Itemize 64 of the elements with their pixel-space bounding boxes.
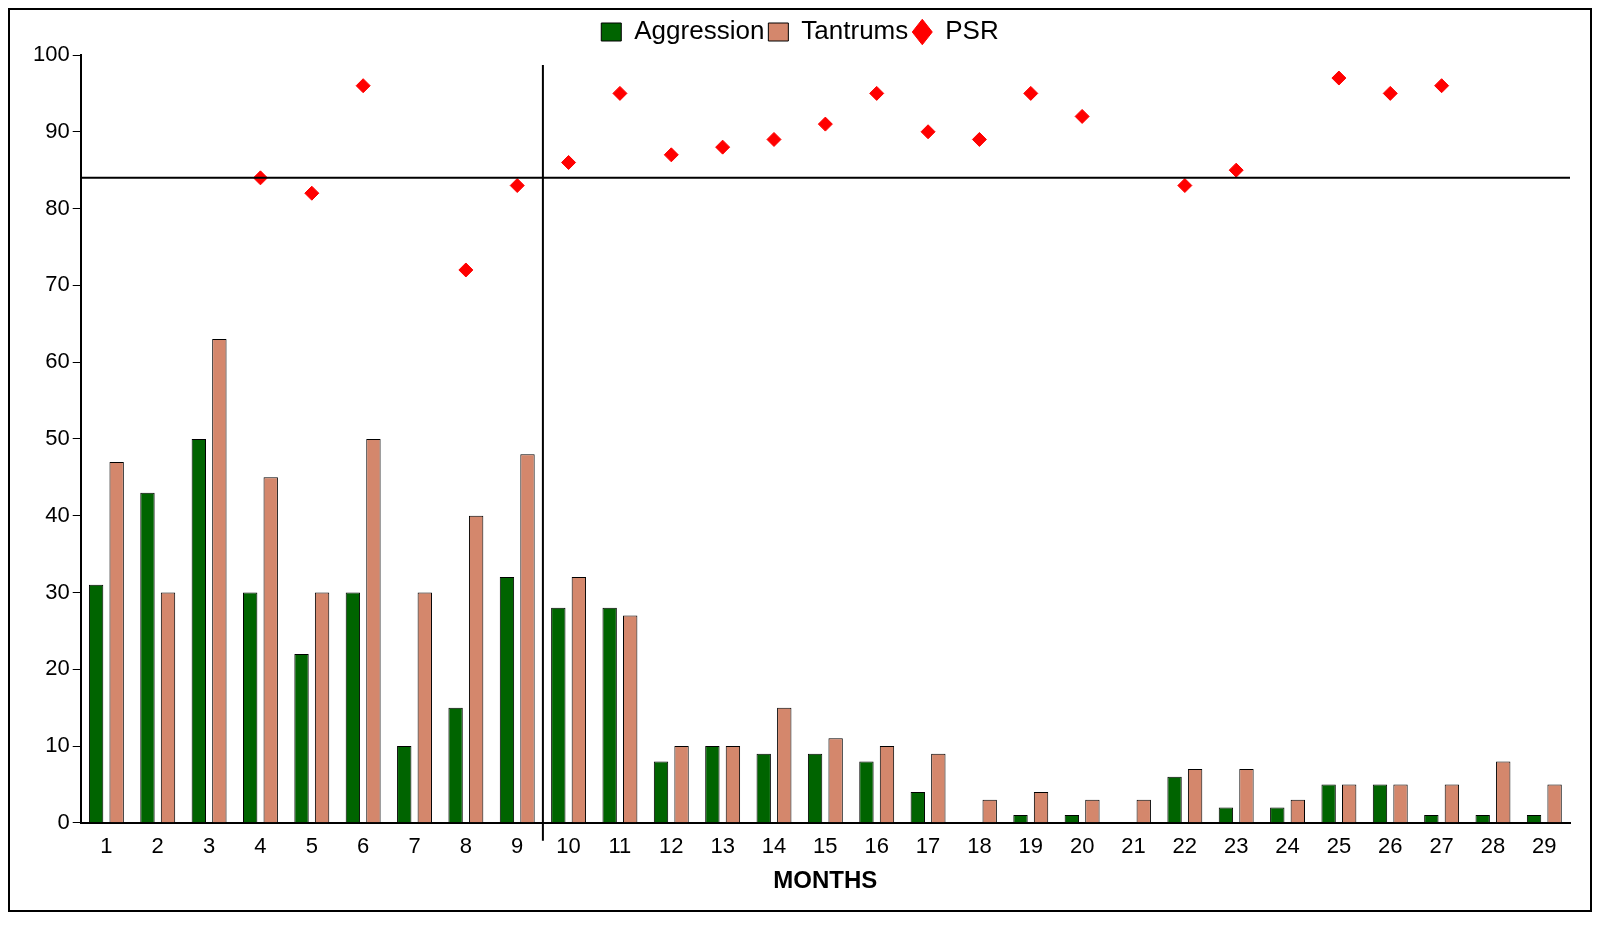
- x-tick-label: 23: [1223, 833, 1249, 859]
- y-tick-label: 50: [45, 424, 70, 450]
- point: [869, 85, 885, 101]
- point: [1382, 85, 1398, 101]
- x-tick-label: 18: [967, 833, 992, 859]
- point: [1074, 108, 1090, 124]
- x-tick-label: 17: [915, 833, 941, 859]
- y-tick-label: 20: [45, 655, 70, 681]
- y-tick-label: 40: [45, 501, 70, 527]
- x-tick-label: 21: [1121, 833, 1146, 859]
- x-tick-label: 2: [151, 833, 164, 859]
- x-tick-label: 12: [659, 833, 684, 859]
- point: [1023, 85, 1039, 101]
- point: [766, 131, 782, 147]
- legend-label: PSR: [945, 15, 999, 46]
- x-tick-label: 19: [1018, 833, 1044, 859]
- x-tick-label: 29: [1532, 833, 1557, 859]
- x-tick-label: 5: [305, 833, 318, 859]
- x-tick-label: 15: [813, 833, 838, 859]
- y-tick-label: 70: [45, 271, 70, 297]
- x-tick-label: 24: [1275, 833, 1300, 859]
- x-tick-label: 11: [608, 833, 632, 859]
- y-tick-label: 60: [45, 348, 70, 374]
- point: [304, 185, 320, 201]
- legend-label: Tantrums: [801, 15, 909, 46]
- point: [612, 85, 628, 101]
- y-tick-label: 80: [45, 194, 70, 220]
- y-tick-label: 0: [57, 808, 70, 834]
- point: [561, 154, 577, 170]
- x-tick-label: 6: [357, 833, 370, 859]
- point: [458, 262, 474, 278]
- legend-label: Aggression: [634, 15, 765, 46]
- x-tick-label: 20: [1069, 833, 1095, 859]
- x-tick-label: 26: [1378, 833, 1403, 859]
- x-tick-label: 13: [710, 833, 735, 859]
- x-tick-label: 9: [511, 833, 524, 859]
- x-tick-label: 7: [408, 833, 421, 859]
- x-axis-title: MONTHS: [773, 866, 878, 894]
- point: [1331, 70, 1347, 86]
- point: [509, 178, 525, 194]
- point: [715, 139, 731, 155]
- x-tick-label: 4: [254, 833, 267, 859]
- y-tick-label: 90: [45, 117, 70, 143]
- y-tick-label: 30: [45, 578, 70, 604]
- x-tick-label: 3: [202, 833, 216, 859]
- x-tick-label: 25: [1326, 833, 1352, 859]
- y-tick-label: 100: [32, 41, 70, 67]
- point: [817, 116, 833, 132]
- x-tick-label: 1: [100, 833, 113, 859]
- point: [920, 124, 936, 140]
- point: [663, 147, 679, 163]
- x-tick-label: 27: [1429, 833, 1454, 859]
- x-tick-label: 10: [556, 833, 581, 859]
- point: [1177, 178, 1193, 194]
- point: [1434, 78, 1450, 94]
- y-tick-label: 10: [45, 732, 70, 758]
- x-tick-label: 28: [1480, 833, 1506, 859]
- point: [1228, 162, 1244, 178]
- x-tick-label: 14: [761, 833, 787, 859]
- point: [355, 78, 371, 94]
- x-tick-label: 22: [1172, 833, 1198, 859]
- x-tick-label: 8: [459, 833, 472, 859]
- point: [971, 131, 987, 147]
- x-tick-label: 16: [864, 833, 889, 859]
